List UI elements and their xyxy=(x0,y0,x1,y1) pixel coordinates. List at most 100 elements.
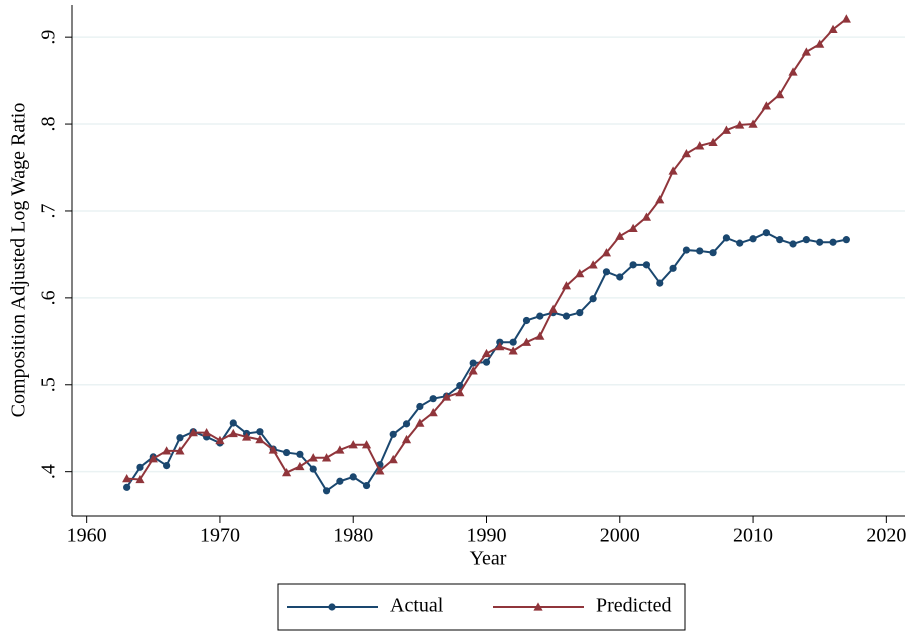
point xyxy=(163,461,171,470)
point xyxy=(441,392,452,401)
point xyxy=(255,434,265,444)
legend-label: Actual xyxy=(390,595,444,617)
point xyxy=(722,234,731,242)
point xyxy=(228,428,238,438)
x-tick-label: 1970 xyxy=(200,525,240,547)
point xyxy=(202,427,212,437)
point xyxy=(281,467,292,477)
point xyxy=(721,125,732,134)
point xyxy=(602,268,611,276)
point xyxy=(682,246,691,254)
point xyxy=(535,331,545,340)
point xyxy=(829,238,837,246)
point xyxy=(601,248,612,257)
point xyxy=(268,445,278,454)
point xyxy=(176,434,184,442)
point xyxy=(628,223,638,233)
point xyxy=(801,47,811,56)
point xyxy=(481,348,492,358)
y-tick-label: .7 xyxy=(38,203,60,218)
point xyxy=(402,420,411,428)
point xyxy=(123,483,131,491)
y-tick-label: .8 xyxy=(38,117,60,132)
point xyxy=(708,137,718,146)
point xyxy=(668,166,678,175)
point xyxy=(388,454,398,464)
legend-label: Predicted xyxy=(596,595,672,617)
point xyxy=(322,487,331,495)
point xyxy=(215,435,225,445)
point xyxy=(349,473,357,481)
point xyxy=(508,346,518,355)
point xyxy=(282,448,291,457)
point xyxy=(533,602,543,611)
point xyxy=(241,432,252,441)
point xyxy=(469,359,477,367)
point xyxy=(736,239,744,247)
point xyxy=(615,231,625,240)
point xyxy=(456,382,464,390)
y-tick-label: .6 xyxy=(38,290,60,305)
point xyxy=(696,247,704,255)
point xyxy=(416,402,424,411)
point xyxy=(468,366,478,375)
point xyxy=(656,279,664,287)
point xyxy=(816,238,824,246)
y-tick-label: .4 xyxy=(38,464,60,479)
point xyxy=(401,434,412,444)
y-tick-label: .5 xyxy=(38,377,60,392)
point xyxy=(328,603,336,611)
point xyxy=(522,316,531,325)
point xyxy=(521,337,532,346)
point xyxy=(136,463,144,471)
point xyxy=(588,260,598,269)
point xyxy=(308,453,318,462)
point xyxy=(641,212,652,221)
point xyxy=(495,341,505,351)
series-line xyxy=(126,18,847,481)
point xyxy=(562,312,571,320)
point xyxy=(709,249,717,257)
point xyxy=(629,261,637,269)
point xyxy=(575,268,585,278)
point xyxy=(576,309,584,317)
point xyxy=(309,465,317,473)
point xyxy=(415,418,425,427)
point xyxy=(561,281,572,290)
point xyxy=(735,120,745,129)
point xyxy=(616,273,624,281)
point xyxy=(655,195,665,204)
point xyxy=(761,101,771,110)
y-axis-label: Composition Adjusted Log Wage Ratio xyxy=(8,103,30,418)
point xyxy=(135,474,145,484)
point xyxy=(509,338,517,346)
point xyxy=(229,419,237,427)
point xyxy=(188,427,198,437)
point xyxy=(642,261,651,269)
point xyxy=(162,446,172,455)
point xyxy=(348,440,358,449)
point xyxy=(375,466,385,475)
point xyxy=(695,141,705,150)
point xyxy=(841,14,851,23)
x-axis-label: Year xyxy=(470,548,507,570)
x-tick-label: 1960 xyxy=(67,525,107,547)
point xyxy=(762,229,770,237)
y-tick-label: .9 xyxy=(38,30,60,45)
point xyxy=(548,304,558,313)
point xyxy=(842,236,850,244)
point xyxy=(802,236,810,244)
point xyxy=(589,295,597,303)
point xyxy=(362,481,371,490)
point xyxy=(788,67,798,76)
point xyxy=(336,477,344,485)
x-tick-label: 2000 xyxy=(600,525,640,547)
point xyxy=(428,407,438,417)
point xyxy=(321,453,332,462)
point xyxy=(749,235,757,243)
x-tick-label: 1980 xyxy=(333,525,373,547)
point xyxy=(389,430,397,438)
point xyxy=(789,240,797,248)
